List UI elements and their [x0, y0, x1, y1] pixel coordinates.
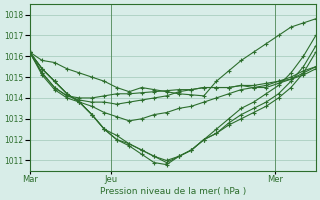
X-axis label: Pression niveau de la mer( hPa ): Pression niveau de la mer( hPa ) — [100, 187, 246, 196]
